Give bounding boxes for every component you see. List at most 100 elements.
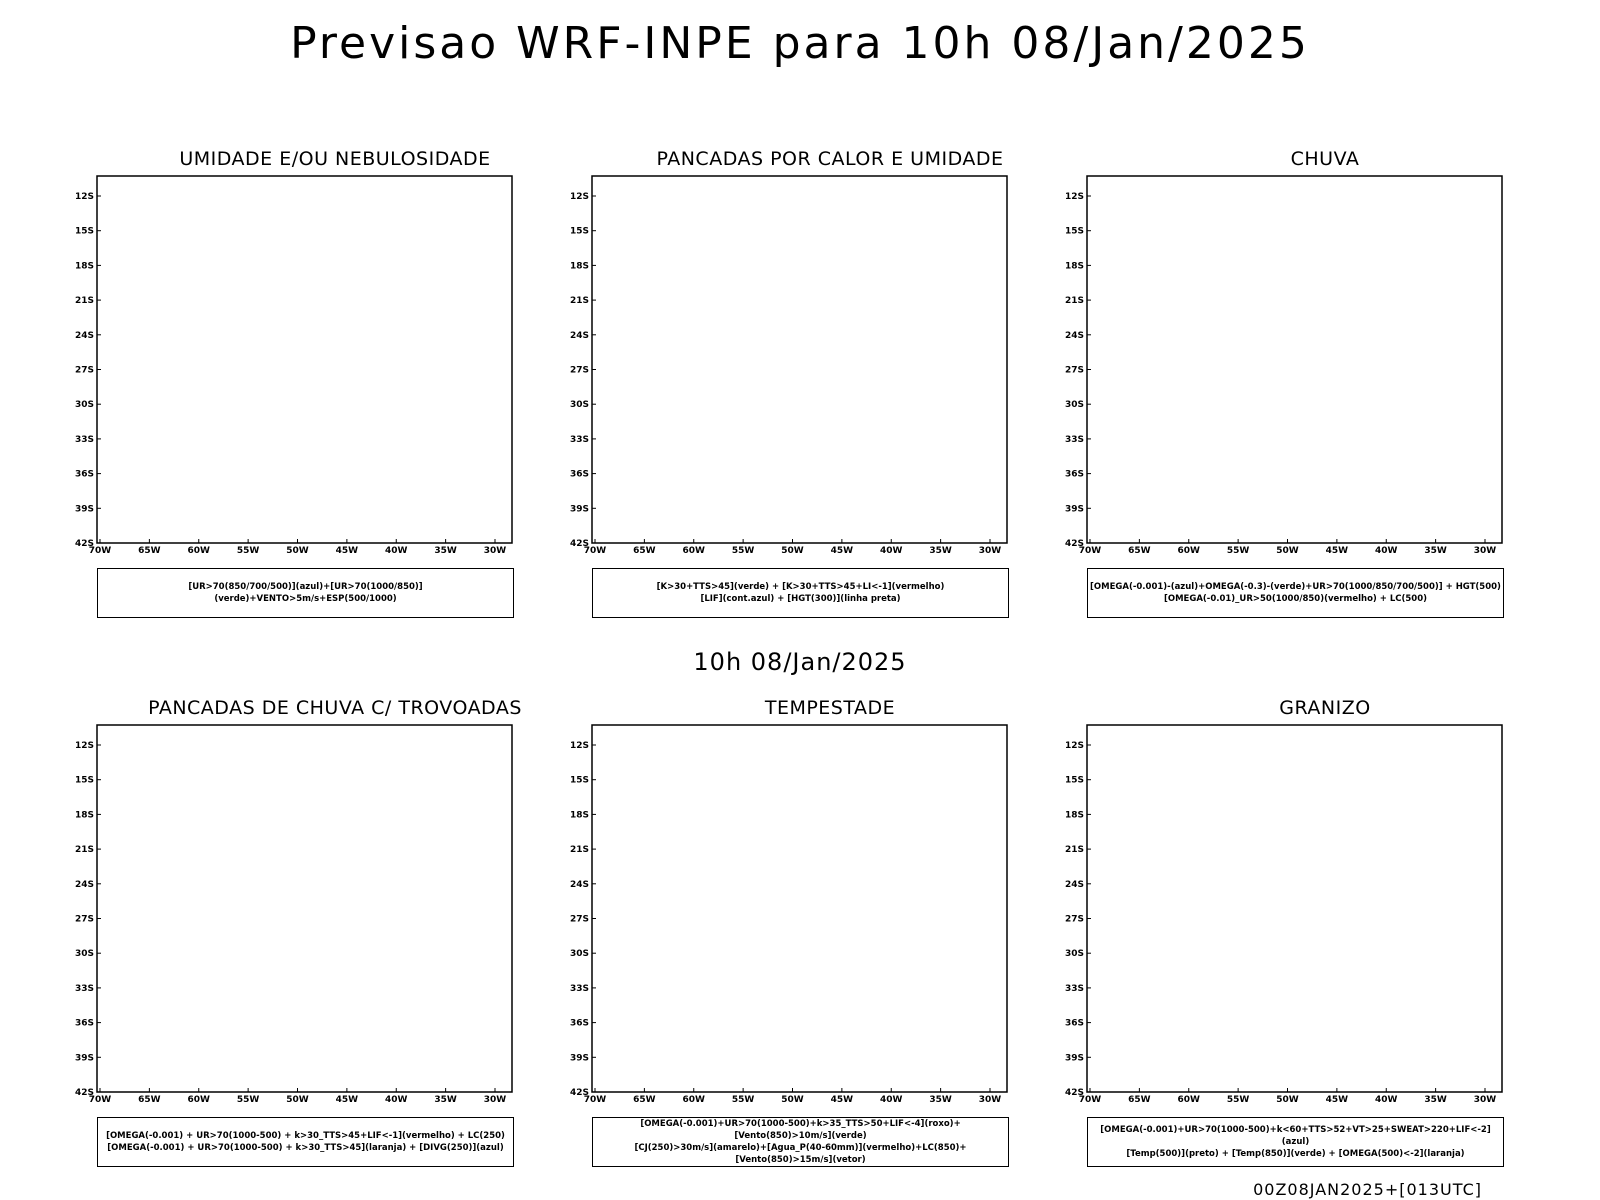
lat-tick-label: 15S xyxy=(75,227,94,237)
lon-tick-label: 30W xyxy=(484,1095,507,1105)
lat-tick-label: 39S xyxy=(75,504,94,514)
lat-tick-label: 12S xyxy=(1065,192,1084,202)
lat-tick-label: 12S xyxy=(570,192,589,202)
lat-tick-label: 15S xyxy=(570,776,589,786)
map-tempestade: 405012S15S18S21S24S27S30S33S36S39S42S70W… xyxy=(570,724,1008,1105)
legend-line: [OMEGA(-0.001)+UR>70(1000-500)+k>35_TTS>… xyxy=(640,1119,961,1141)
legend-box: [K>30+TTS>45](verde) + [K>30+TTS>45+LI<-… xyxy=(592,568,1009,618)
state-border xyxy=(762,61,872,130)
legend-line: [CJ(250)>30m/s](amarelo)+[Agua_P(40-60mm… xyxy=(634,1143,967,1165)
model-run-label: 00Z08JAN2025+[013UTC] xyxy=(1253,1180,1482,1199)
lat-tick-label: 36S xyxy=(570,470,589,480)
lon-tick-label: 70W xyxy=(89,546,112,556)
lon-tick-label: 55W xyxy=(732,1095,755,1105)
lon-tick-label: 35W xyxy=(929,546,952,556)
lat-tick-label: 27S xyxy=(75,366,94,376)
lon-tick-label: 55W xyxy=(1227,546,1250,556)
lat-tick-label: 42S xyxy=(570,539,589,549)
plot-frame xyxy=(1086,175,1503,544)
legend-line: [OMEGA(-0.001)+UR>70(1000-500)+k<60+TTS>… xyxy=(1100,1125,1491,1147)
lon-tick-label: 30W xyxy=(979,1095,1002,1105)
lat-tick-label: 24S xyxy=(75,331,94,341)
lon-tick-label: 70W xyxy=(1079,1095,1102,1105)
state-border xyxy=(1257,61,1367,130)
legend-line: [LIF](cont.azul) + [HGT(300)](linha pret… xyxy=(700,594,901,604)
lat-tick-label: 33S xyxy=(75,984,94,994)
lon-tick-label: 60W xyxy=(683,546,706,556)
lat-tick-label: 18S xyxy=(570,261,589,271)
lat-tick-label: 24S xyxy=(570,331,589,341)
lon-tick-label: 40W xyxy=(880,1095,903,1105)
lon-tick-label: 35W xyxy=(929,1095,952,1105)
legend-box: [OMEGA(-0.001)+UR>70(1000-500)+k>35_TTS>… xyxy=(592,1117,1009,1167)
lat-tick-label: 36S xyxy=(75,1019,94,1029)
omega-area xyxy=(1322,675,1332,683)
lat-tick-label: 12S xyxy=(75,741,94,751)
contour-label: 1012 xyxy=(357,77,379,86)
plot-background xyxy=(1087,725,1502,1092)
lat-tick-label: 30S xyxy=(570,949,589,959)
lon-tick-label: 45W xyxy=(831,1095,854,1105)
lat-tick-label: 18S xyxy=(75,261,94,271)
lon-tick-label: 50W xyxy=(1276,546,1299,556)
lon-tick-label: 30W xyxy=(979,546,1002,556)
state-border xyxy=(237,119,337,165)
lon-tick-label: 65W xyxy=(1128,546,1151,556)
lat-tick-label: 21S xyxy=(1065,845,1084,855)
map-granizo: -12-12-15-12-912S15S18S21S24S27S30S33S36… xyxy=(1065,724,1503,1105)
plot-frame xyxy=(96,175,513,544)
legend-line: [Temp(500)](preto) + [Temp(850)](verde) … xyxy=(1126,1149,1465,1159)
state-border xyxy=(732,119,832,165)
lon-tick-label: 45W xyxy=(1326,546,1349,556)
lat-tick-label: 39S xyxy=(75,1053,94,1063)
lat-tick-label: 15S xyxy=(1065,776,1084,786)
lat-tick-label: 42S xyxy=(1065,1088,1084,1098)
contour-label: 9600 xyxy=(652,89,675,98)
lon-tick-label: 45W xyxy=(1326,1095,1349,1105)
lat-tick-label: 12S xyxy=(1065,741,1084,751)
lon-tick-label: 30W xyxy=(484,546,507,556)
state-border xyxy=(1227,119,1327,165)
lon-tick-label: 55W xyxy=(237,546,260,556)
lat-tick-label: 30S xyxy=(75,949,94,959)
lat-tick-label: 12S xyxy=(75,192,94,202)
lon-tick-label: 65W xyxy=(633,546,656,556)
plot-frame xyxy=(591,724,1008,1093)
panel-title: PANCADAS POR CALOR E UMIDADE xyxy=(656,148,1004,170)
lon-tick-label: 35W xyxy=(1424,546,1447,556)
lon-tick-label: 50W xyxy=(286,1095,309,1105)
plot-frame xyxy=(96,724,513,1093)
panel-title: GRANIZO xyxy=(1279,697,1371,719)
lat-tick-label: 36S xyxy=(75,470,94,480)
valid-time-title: 10h 08/Jan/2025 xyxy=(693,648,907,676)
rain-area xyxy=(1027,120,1427,164)
lon-tick-label: 65W xyxy=(1128,1095,1151,1105)
lon-tick-label: 40W xyxy=(385,1095,408,1105)
legend-line: [OMEGA(-0.001)-(azul)+OMEGA(-0.3)-(verde… xyxy=(1090,582,1501,592)
humidity-contour xyxy=(97,84,257,107)
legend-line: [UR>70(850/700/500)](azul)+[UR>70(1000/8… xyxy=(188,582,423,604)
lon-tick-label: 60W xyxy=(683,1095,706,1105)
lon-tick-label: 40W xyxy=(1375,1095,1398,1105)
lat-tick-label: 30S xyxy=(1065,400,1084,410)
lat-tick-label: 30S xyxy=(75,400,94,410)
lat-tick-label: 27S xyxy=(570,915,589,925)
panel-chuva: CHUVA 58257657357056757957612S15S18S21S2… xyxy=(1065,148,1575,618)
lat-tick-label: 27S xyxy=(75,915,94,925)
contour-label: 576 xyxy=(1207,0,1224,6)
lat-tick-label: 12S xyxy=(570,741,589,751)
lat-tick-label: 21S xyxy=(75,296,94,306)
lon-tick-label: 30W xyxy=(1474,546,1497,556)
legend-line: [K>30+TTS>45](verde) + [K>30+TTS>45+LI<-… xyxy=(656,582,945,592)
legend-box: [OMEGA(-0.001)-(azul)+OMEGA(-0.3)-(verde… xyxy=(1087,568,1504,618)
lon-tick-label: 35W xyxy=(434,1095,457,1105)
lon-tick-label: 50W xyxy=(286,546,309,556)
lon-tick-label: 55W xyxy=(732,546,755,556)
lon-tick-label: 30W xyxy=(1474,1095,1497,1105)
lon-tick-label: 65W xyxy=(633,1095,656,1105)
plot-background xyxy=(97,725,512,1092)
lat-tick-label: 24S xyxy=(1065,880,1084,890)
map-chuva: 58257657357056757957612S15S18S21S24S27S3… xyxy=(1065,175,1503,556)
panel-title: CHUVA xyxy=(1290,148,1360,170)
contour-label: 1012 xyxy=(227,100,249,109)
